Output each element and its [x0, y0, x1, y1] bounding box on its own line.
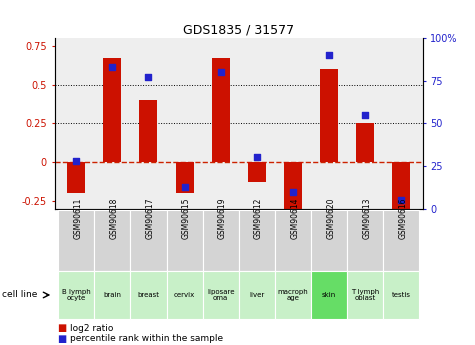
- Title: GDS1835 / 31577: GDS1835 / 31577: [183, 24, 294, 37]
- Bar: [212, 58, 230, 162]
- Bar: [104, 58, 122, 162]
- Text: GSM90615: GSM90615: [182, 198, 191, 239]
- Bar: [311, 210, 347, 271]
- Text: ■: ■: [57, 324, 66, 333]
- Text: skin: skin: [322, 292, 336, 298]
- Text: GSM90616: GSM90616: [399, 198, 408, 239]
- Bar: [58, 210, 95, 271]
- Bar: [167, 271, 203, 319]
- Bar: [203, 271, 239, 319]
- Bar: [247, 162, 266, 182]
- Bar: [284, 162, 302, 209]
- Bar: [392, 162, 410, 209]
- Text: log2 ratio: log2 ratio: [70, 324, 114, 333]
- Text: macroph
age: macroph age: [277, 289, 308, 301]
- Bar: [203, 210, 239, 271]
- Text: GSM90618: GSM90618: [110, 198, 119, 239]
- Bar: [347, 271, 383, 319]
- Text: GSM90613: GSM90613: [362, 198, 371, 239]
- Bar: [95, 271, 131, 319]
- Text: GSM90611: GSM90611: [74, 198, 83, 239]
- Bar: [383, 210, 419, 271]
- Text: liposare
oma: liposare oma: [207, 289, 234, 301]
- Text: ■: ■: [57, 334, 66, 344]
- Bar: [67, 162, 86, 193]
- Bar: [140, 100, 158, 162]
- Bar: [176, 162, 194, 193]
- Point: [325, 52, 332, 58]
- Point: [217, 69, 225, 75]
- Text: liver: liver: [249, 292, 265, 298]
- Bar: [383, 271, 419, 319]
- Bar: [275, 271, 311, 319]
- Bar: [131, 210, 167, 271]
- Point: [289, 189, 296, 194]
- Text: breast: breast: [137, 292, 160, 298]
- Bar: [131, 271, 167, 319]
- Point: [145, 75, 152, 80]
- Text: percentile rank within the sample: percentile rank within the sample: [70, 334, 223, 343]
- Bar: [275, 210, 311, 271]
- Text: GSM90612: GSM90612: [254, 198, 263, 239]
- Bar: [311, 271, 347, 319]
- Text: T lymph
oblast: T lymph oblast: [351, 289, 379, 301]
- Bar: [95, 210, 131, 271]
- Point: [361, 112, 369, 118]
- Bar: [239, 271, 275, 319]
- Bar: [58, 271, 95, 319]
- Text: GSM90614: GSM90614: [290, 198, 299, 239]
- Text: cervix: cervix: [174, 292, 195, 298]
- Text: B lymph
ocyte: B lymph ocyte: [62, 289, 91, 301]
- Bar: [167, 210, 203, 271]
- Point: [109, 64, 116, 70]
- Point: [253, 155, 260, 160]
- Text: GSM90620: GSM90620: [326, 198, 335, 239]
- Point: [181, 184, 189, 189]
- Text: cell line: cell line: [2, 290, 38, 299]
- Text: testis: testis: [391, 292, 410, 298]
- Point: [73, 158, 80, 164]
- Text: brain: brain: [104, 292, 122, 298]
- Text: GSM90617: GSM90617: [146, 198, 155, 239]
- Bar: [320, 69, 338, 162]
- Point: [397, 197, 405, 203]
- Text: GSM90619: GSM90619: [218, 198, 227, 239]
- Bar: [356, 124, 374, 162]
- Bar: [347, 210, 383, 271]
- Bar: [239, 210, 275, 271]
